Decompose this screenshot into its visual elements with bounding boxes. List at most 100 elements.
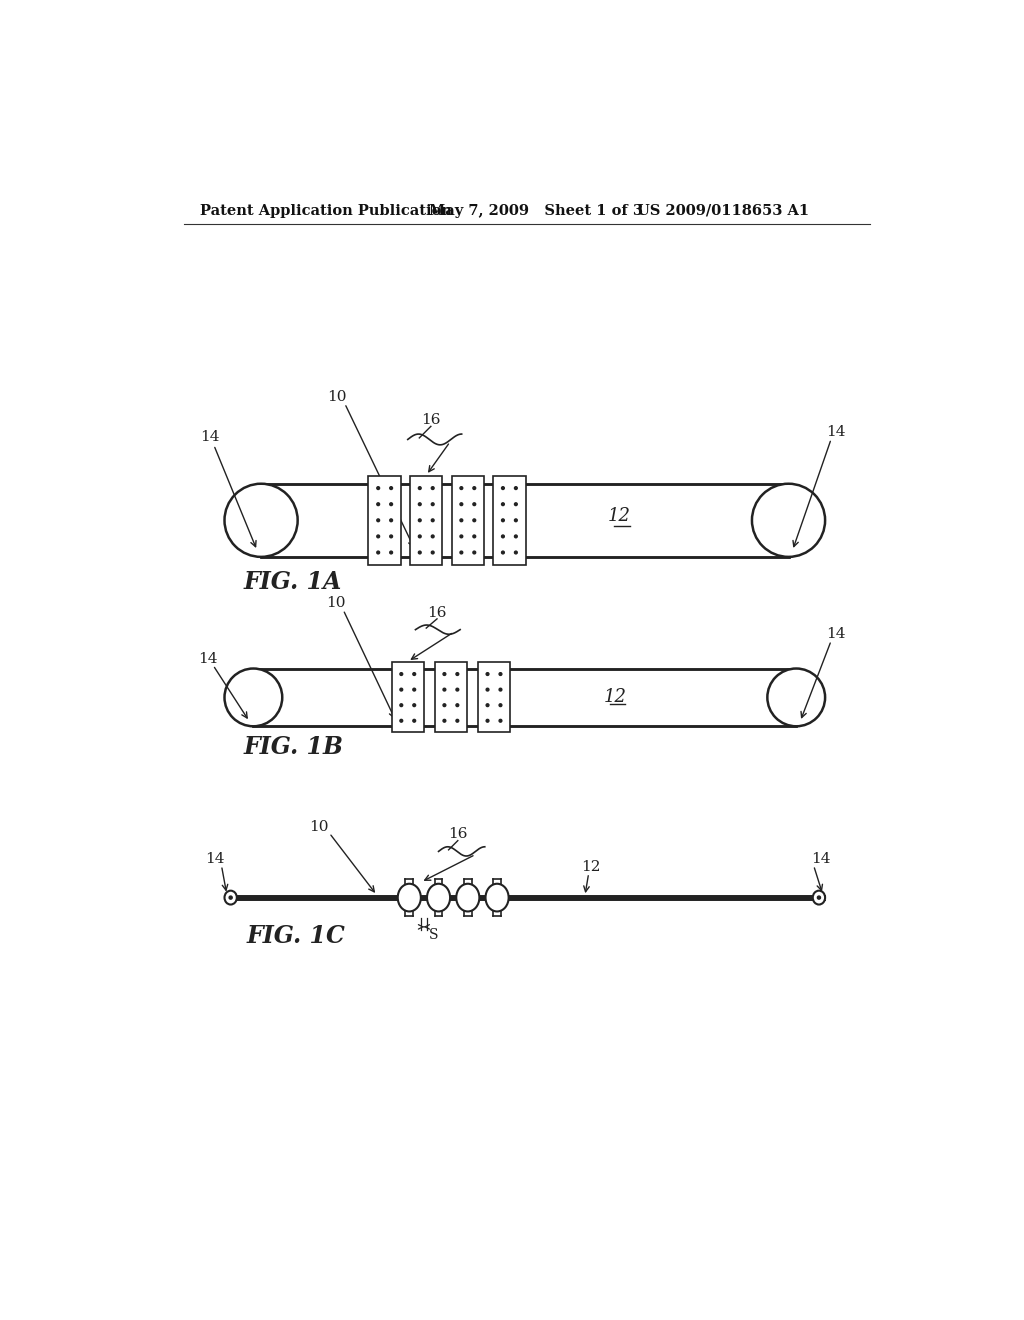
Text: 14: 14 bbox=[198, 652, 217, 665]
Circle shape bbox=[413, 688, 416, 690]
Circle shape bbox=[413, 719, 416, 722]
Text: FIG. 1C: FIG. 1C bbox=[247, 924, 345, 948]
Circle shape bbox=[431, 503, 434, 506]
Ellipse shape bbox=[485, 884, 509, 911]
Circle shape bbox=[473, 535, 476, 537]
Circle shape bbox=[390, 503, 392, 506]
Circle shape bbox=[413, 704, 416, 706]
Circle shape bbox=[456, 719, 459, 722]
Circle shape bbox=[473, 503, 476, 506]
Circle shape bbox=[460, 535, 463, 537]
Text: 10: 10 bbox=[328, 391, 347, 404]
Text: S: S bbox=[428, 928, 438, 941]
Circle shape bbox=[431, 519, 434, 521]
Text: 12: 12 bbox=[608, 507, 631, 525]
Text: 16: 16 bbox=[421, 413, 440, 428]
Circle shape bbox=[443, 688, 445, 690]
Circle shape bbox=[486, 688, 488, 690]
Text: 16: 16 bbox=[449, 828, 468, 841]
Text: 16: 16 bbox=[427, 606, 446, 619]
Text: 10: 10 bbox=[326, 597, 345, 610]
Circle shape bbox=[390, 487, 392, 490]
Circle shape bbox=[752, 483, 825, 557]
Circle shape bbox=[499, 673, 502, 676]
Circle shape bbox=[502, 503, 504, 506]
Circle shape bbox=[431, 552, 434, 554]
Text: Patent Application Publication: Patent Application Publication bbox=[200, 203, 452, 218]
Bar bbox=[494, 477, 525, 565]
Text: FIG. 1A: FIG. 1A bbox=[243, 570, 341, 594]
Bar bbox=[369, 477, 400, 565]
Circle shape bbox=[377, 519, 380, 521]
Circle shape bbox=[390, 535, 392, 537]
Circle shape bbox=[224, 483, 298, 557]
Circle shape bbox=[419, 503, 421, 506]
Circle shape bbox=[499, 688, 502, 690]
Circle shape bbox=[390, 552, 392, 554]
Ellipse shape bbox=[427, 884, 451, 911]
Circle shape bbox=[400, 719, 402, 722]
Circle shape bbox=[229, 896, 232, 899]
Text: 12: 12 bbox=[604, 689, 627, 706]
Circle shape bbox=[514, 487, 517, 490]
Circle shape bbox=[502, 519, 504, 521]
Circle shape bbox=[377, 503, 380, 506]
Text: May 7, 2009   Sheet 1 of 3: May 7, 2009 Sheet 1 of 3 bbox=[429, 203, 643, 218]
Circle shape bbox=[377, 535, 380, 537]
Bar bbox=[478, 663, 510, 733]
Circle shape bbox=[419, 552, 421, 554]
Bar bbox=[391, 663, 424, 733]
Circle shape bbox=[460, 519, 463, 521]
Text: 12: 12 bbox=[582, 859, 601, 874]
Ellipse shape bbox=[224, 891, 237, 904]
Circle shape bbox=[473, 552, 476, 554]
Circle shape bbox=[419, 519, 421, 521]
Circle shape bbox=[514, 519, 517, 521]
Ellipse shape bbox=[397, 884, 421, 911]
Circle shape bbox=[473, 519, 476, 521]
Circle shape bbox=[377, 552, 380, 554]
Circle shape bbox=[473, 487, 476, 490]
Bar bbox=[410, 477, 442, 565]
Bar bbox=[435, 663, 467, 733]
Circle shape bbox=[817, 896, 820, 899]
Circle shape bbox=[486, 704, 488, 706]
Circle shape bbox=[499, 704, 502, 706]
Circle shape bbox=[767, 668, 825, 726]
Circle shape bbox=[443, 704, 445, 706]
Circle shape bbox=[400, 673, 402, 676]
Ellipse shape bbox=[457, 884, 479, 911]
Circle shape bbox=[486, 673, 488, 676]
Circle shape bbox=[377, 487, 380, 490]
Circle shape bbox=[514, 503, 517, 506]
Bar bbox=[261, 483, 788, 557]
Circle shape bbox=[413, 673, 416, 676]
Circle shape bbox=[499, 719, 502, 722]
Circle shape bbox=[390, 519, 392, 521]
Text: US 2009/0118653 A1: US 2009/0118653 A1 bbox=[637, 203, 809, 218]
Text: 14: 14 bbox=[826, 425, 846, 438]
Circle shape bbox=[486, 719, 488, 722]
Ellipse shape bbox=[813, 891, 825, 904]
Bar bbox=[253, 668, 797, 726]
Circle shape bbox=[400, 688, 402, 690]
Circle shape bbox=[224, 668, 283, 726]
Text: 10: 10 bbox=[309, 820, 329, 834]
Bar bbox=[452, 477, 484, 565]
Text: 14: 14 bbox=[826, 627, 846, 642]
Circle shape bbox=[502, 552, 504, 554]
Text: FIG. 1B: FIG. 1B bbox=[244, 735, 344, 759]
Circle shape bbox=[460, 487, 463, 490]
Circle shape bbox=[431, 535, 434, 537]
Circle shape bbox=[443, 719, 445, 722]
Circle shape bbox=[460, 552, 463, 554]
Circle shape bbox=[456, 673, 459, 676]
Circle shape bbox=[443, 673, 445, 676]
Circle shape bbox=[419, 487, 421, 490]
Text: 14: 14 bbox=[200, 430, 219, 444]
Text: 14: 14 bbox=[206, 853, 225, 866]
Circle shape bbox=[514, 535, 517, 537]
Circle shape bbox=[431, 487, 434, 490]
Circle shape bbox=[514, 552, 517, 554]
Circle shape bbox=[460, 503, 463, 506]
